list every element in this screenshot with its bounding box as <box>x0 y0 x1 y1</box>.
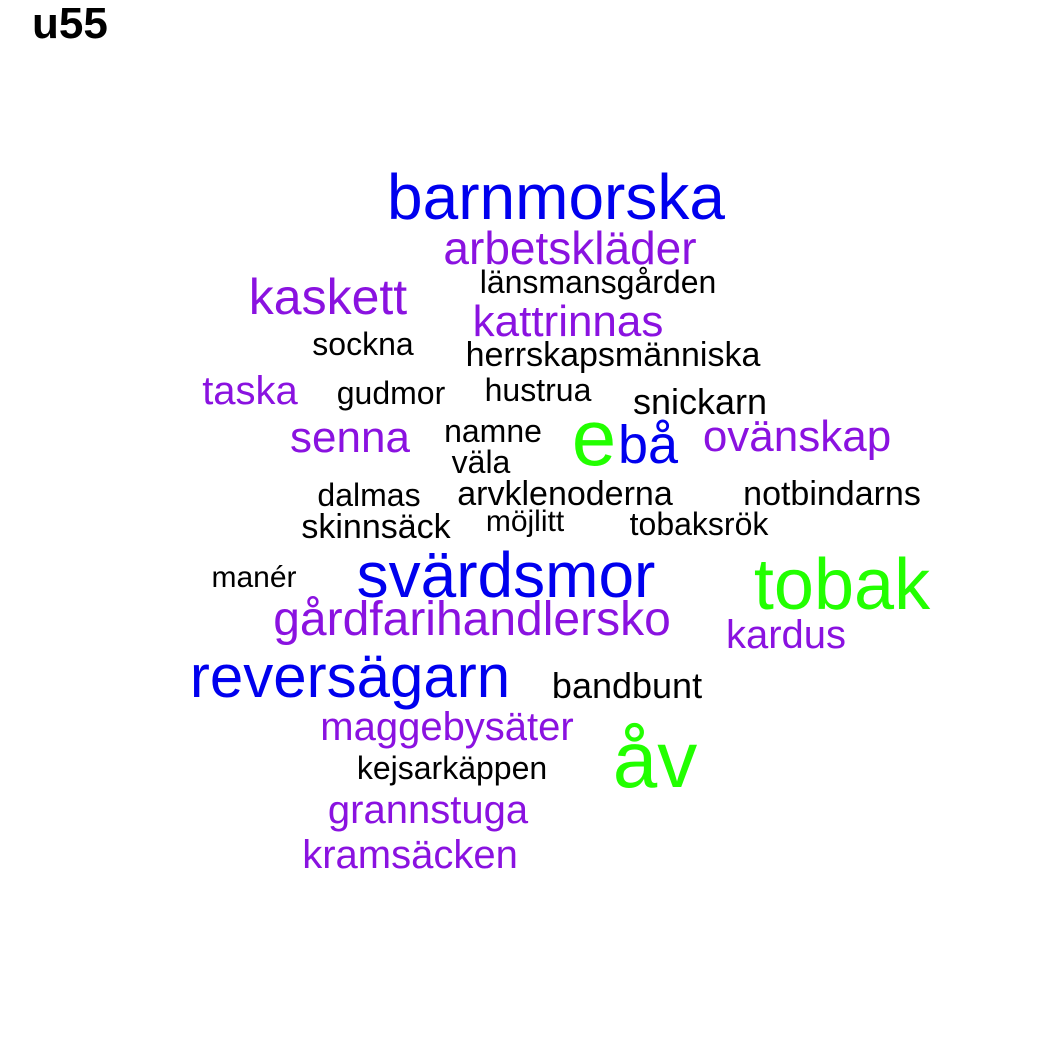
cloud-word: gudmor <box>336 375 446 411</box>
cloud-word: senna <box>290 413 410 462</box>
cloud-word: arbetskläder <box>443 222 697 274</box>
cloud-word: skinnsäck <box>301 508 451 546</box>
cloud-word: kaskett <box>248 269 408 325</box>
cloud-word: sockna <box>312 326 414 362</box>
cloud-word: dalmas <box>317 477 421 513</box>
cloud-word: tobak <box>753 545 931 625</box>
cloud-word: namne <box>444 413 542 449</box>
cloud-word: notbindarns <box>743 475 921 513</box>
cloud-word: åv <box>612 715 698 804</box>
cloud-word: manér <box>211 561 297 594</box>
cloud-word: gårdfarihandlersko <box>273 593 671 646</box>
cloud-word: svärdsmor <box>356 539 656 611</box>
cloud-word: kattrinnas <box>472 297 664 346</box>
cloud-word: herrskapsmänniska <box>465 336 761 374</box>
cloud-word: tobaksrök <box>629 506 769 542</box>
cloud-word: möjlitt <box>485 505 565 538</box>
cloud-word: bandbunt <box>551 665 703 706</box>
cloud-word: ovänskap <box>702 412 892 461</box>
cloud-word: taska <box>202 369 298 413</box>
cloud-word: hustrua <box>484 372 592 408</box>
cloud-word: kardus <box>725 613 847 657</box>
cloud-word: barnmorska <box>387 161 725 233</box>
cloud-title: u55 <box>32 0 108 48</box>
cloud-word: e <box>571 393 617 482</box>
cloud-word: länsmansgården <box>479 264 717 300</box>
cloud-word: grannstuga <box>327 788 529 832</box>
cloud-word: väla <box>451 444 511 480</box>
cloud-word: kejsarkäppen <box>356 750 548 786</box>
cloud-word: snickarn <box>632 381 768 422</box>
cloud-word: bå <box>617 415 679 475</box>
cloud-word: kramsäcken <box>302 833 518 877</box>
cloud-word: maggebysäter <box>320 705 574 749</box>
cloud-word: reversägarn <box>189 643 511 710</box>
cloud-word: arvklenoderna <box>457 475 673 513</box>
